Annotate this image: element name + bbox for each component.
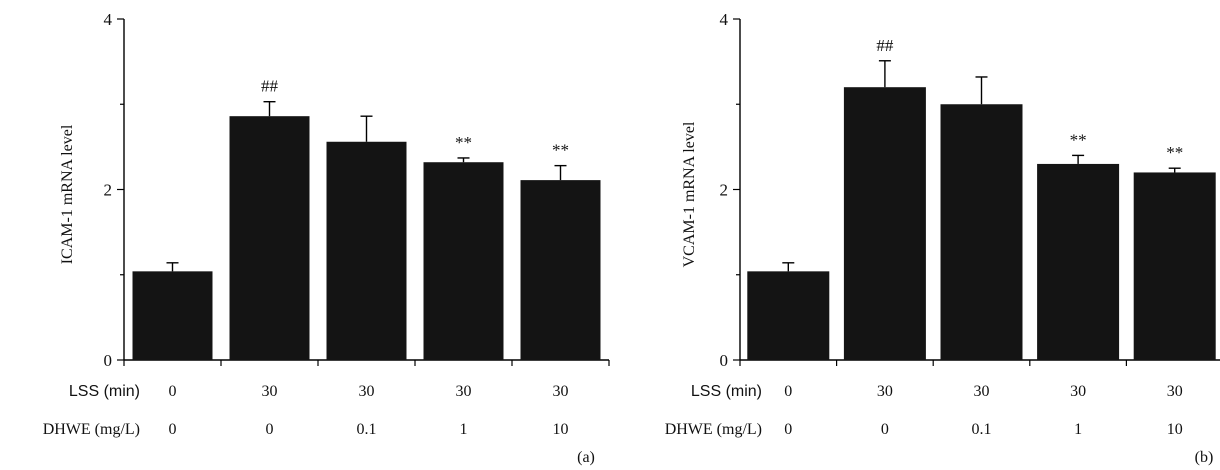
x-tick-label-lss: 30 — [456, 383, 472, 400]
bar — [520, 180, 601, 360]
bar — [132, 271, 213, 360]
x-tick-label-lss: 30 — [877, 383, 893, 400]
bar — [326, 141, 407, 360]
y-tick-label: 0 — [104, 351, 113, 370]
row-label-dhwe: DHWE (mg/L) — [665, 421, 762, 438]
y-tick-label: 2 — [720, 181, 729, 200]
x-tick-label-lss: 30 — [553, 383, 569, 400]
bar — [940, 104, 1023, 360]
bar — [843, 87, 926, 360]
y-axis-label: ICAM-1 mRNA level — [59, 124, 76, 264]
x-tick-label-dhwe: 1 — [460, 421, 468, 438]
significance-marker: ## — [261, 77, 279, 96]
x-tick-label-lss: 30 — [262, 383, 278, 400]
x-tick-label-dhwe: 0.1 — [357, 421, 377, 438]
x-tick-label-lss: 30 — [1167, 383, 1183, 400]
x-tick-label-lss: 0 — [169, 383, 177, 400]
bar — [423, 162, 504, 360]
x-tick-label-dhwe: 1 — [1074, 421, 1082, 438]
x-tick-label-lss: 30 — [359, 383, 375, 400]
significance-marker: ** — [552, 141, 569, 160]
y-axis-label: VCAM-1 mRNA level — [681, 121, 698, 267]
significance-marker: ** — [1166, 143, 1183, 162]
x-tick-label-lss: 30 — [974, 383, 990, 400]
significance-marker: ## — [876, 36, 894, 55]
y-tick-label: 4 — [720, 10, 729, 29]
significance-marker: ** — [1070, 130, 1087, 149]
x-tick-label-lss: 0 — [784, 383, 792, 400]
bar — [747, 271, 830, 360]
panel-label: (a) — [577, 449, 595, 466]
x-tick-label-dhwe: 0.1 — [972, 421, 992, 438]
x-tick-label-dhwe: 10 — [1167, 421, 1183, 438]
x-tick-label-lss: 30 — [1070, 383, 1086, 400]
row-label-lss: LSS (min) — [69, 383, 140, 400]
row-label-dhwe: DHWE (mg/L) — [43, 421, 140, 438]
row-label-lss: LSS (min) — [691, 383, 762, 400]
bar — [229, 116, 310, 360]
significance-marker: ** — [455, 133, 472, 152]
x-tick-label-dhwe: 0 — [784, 421, 792, 438]
chart-panel-a: 0 2 4 ICAM-1 mRNA level 0 0 ## 30 0 30 0.1 ** 30 1 ** 3… — [43, 10, 610, 466]
chart-panel-b: 0 2 4 VCAM-1 mRNA level 0 0 ## 30 0 30 0.1 ** 30 1 ** 3… — [665, 10, 1220, 466]
bar — [1133, 172, 1216, 360]
y-tick-label: 2 — [104, 181, 113, 200]
x-tick-label-dhwe: 10 — [553, 421, 569, 438]
y-tick-label: 4 — [104, 10, 113, 29]
x-tick-label-dhwe: 0 — [266, 421, 274, 438]
bar — [1037, 163, 1120, 360]
panel-label: (b) — [1195, 449, 1214, 466]
x-tick-label-dhwe: 0 — [881, 421, 889, 438]
y-tick-label: 0 — [720, 351, 729, 370]
x-tick-label-dhwe: 0 — [169, 421, 177, 438]
